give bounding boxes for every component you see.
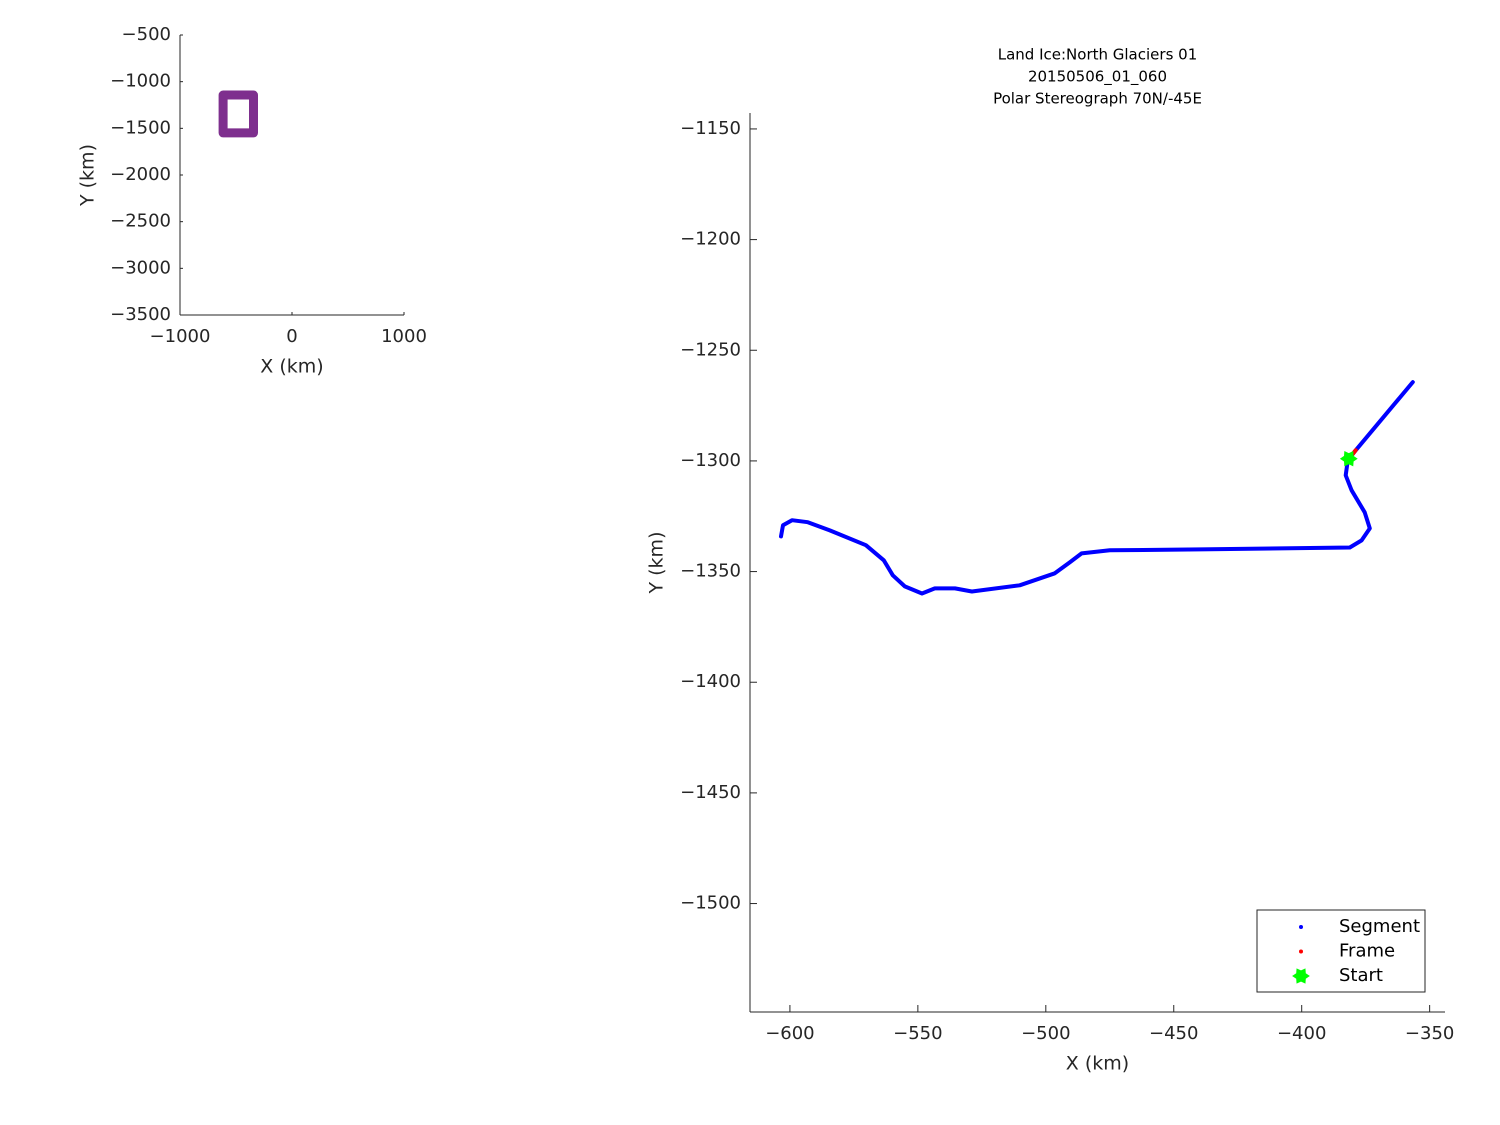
y-axis-label: Y (km): [646, 532, 668, 595]
x-tick-label: −450: [1149, 1023, 1198, 1044]
start-marker: [1339, 451, 1358, 467]
y-tick-label: −1200: [680, 229, 741, 250]
x-axis-label: X (km): [1066, 1053, 1129, 1075]
legend-label: Start: [1339, 965, 1383, 986]
x-tick-label: −1000: [150, 326, 211, 347]
chart-title: Land Ice:North Glaciers 01: [998, 46, 1197, 64]
y-tick-label: −1500: [680, 893, 741, 914]
legend-label: Frame: [1339, 941, 1395, 962]
legend-marker: [1292, 968, 1310, 984]
y-tick-label: −1000: [110, 71, 171, 92]
x-tick-label: −350: [1405, 1023, 1454, 1044]
legend-box: [1256, 909, 1426, 993]
chart-title: 20150506_01_060: [1028, 68, 1167, 87]
x-tick-label: 1000: [381, 326, 427, 347]
track-line: [779, 380, 1415, 596]
legend-label: Segment: [1339, 916, 1420, 937]
y-tick-label: −1150: [680, 118, 741, 139]
x-tick-label: −500: [1021, 1023, 1070, 1044]
extent-box: [218, 90, 258, 138]
y-tick-label: −1250: [680, 339, 741, 360]
chart-title: Polar Stereograph 70N/-45E: [993, 90, 1202, 108]
y-tick-label: −1300: [680, 450, 741, 471]
y-tick-label: −2500: [110, 211, 171, 232]
y-tick-label: −1350: [680, 561, 741, 582]
y-axis-label: Y (km): [77, 144, 99, 207]
y-tick-label: −1450: [680, 782, 741, 803]
legend-marker: [1299, 925, 1303, 929]
x-axis-label: X (km): [260, 356, 323, 378]
axes: −600 −550 −500 −450 −400 −350 −1150 −1200 −1250 −…: [646, 46, 1455, 1075]
legend-marker: [1299, 949, 1303, 954]
axes: −1000 0 1000 −500 −1000 −1500 −2000 −2500 −3000 −…: [77, 24, 427, 378]
x-tick-label: −400: [1277, 1023, 1326, 1044]
y-tick-label: −500: [122, 24, 171, 45]
y-tick-label: −1500: [110, 117, 171, 138]
y-tick-label: −2000: [110, 164, 171, 185]
y-tick-label: −1400: [680, 671, 741, 692]
x-tick-label: −600: [765, 1023, 814, 1044]
x-tick-label: 0: [286, 326, 297, 347]
x-tick-label: −550: [893, 1023, 942, 1044]
y-tick-label: −3000: [110, 257, 171, 278]
y-tick-label: −3500: [110, 304, 171, 325]
